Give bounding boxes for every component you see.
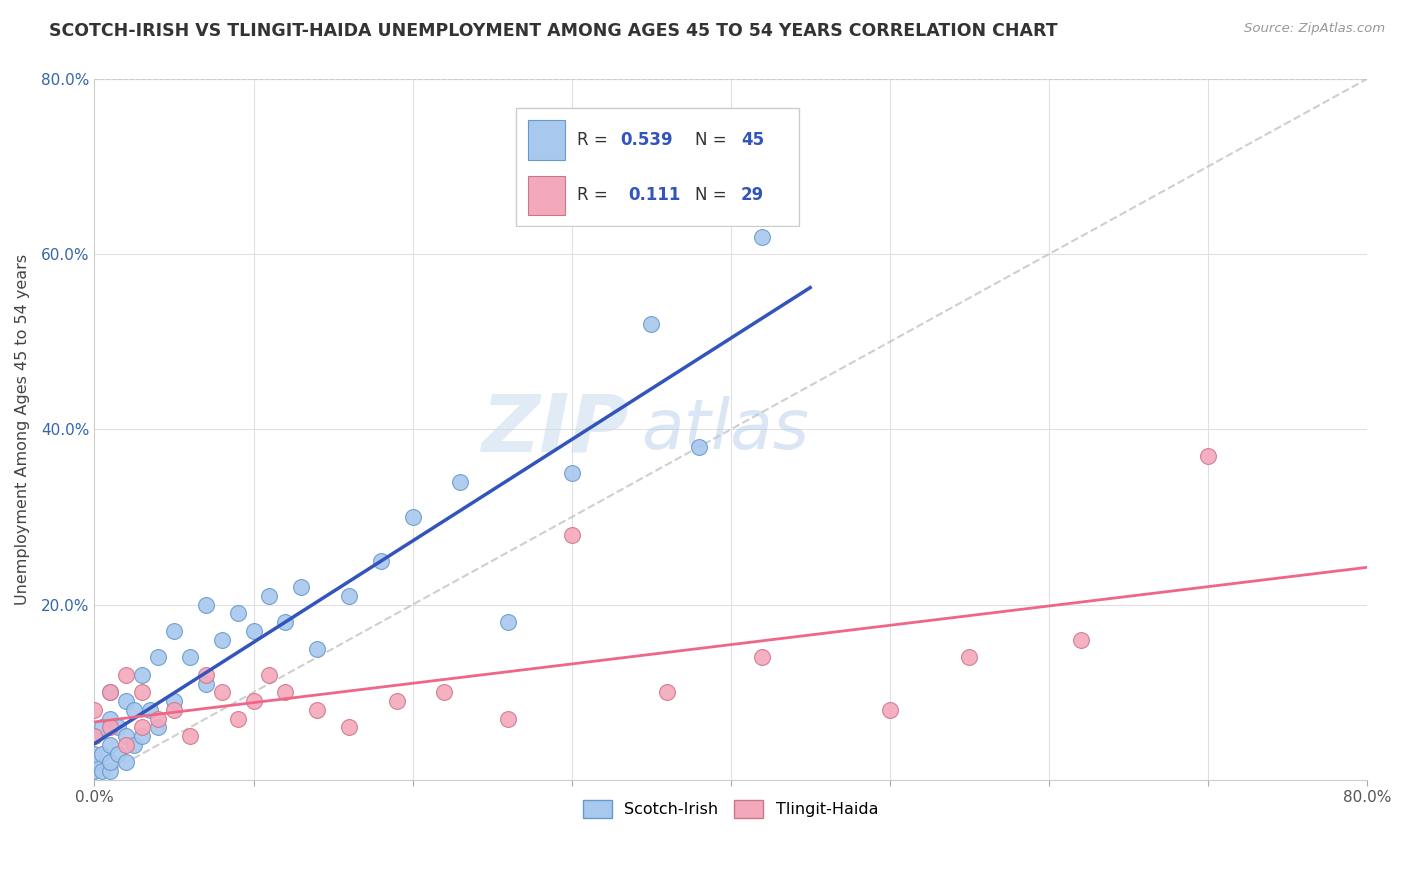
- Legend: Scotch-Irish, Tlingit-Haida: Scotch-Irish, Tlingit-Haida: [576, 793, 884, 824]
- Text: 29: 29: [741, 186, 763, 204]
- Point: [194, 668, 217, 682]
- Point: [100, 738, 122, 752]
- Point: [91, 747, 114, 761]
- Point: [83, 747, 105, 761]
- Point: [242, 624, 264, 638]
- Point: [194, 676, 217, 690]
- Point: [655, 685, 678, 699]
- Text: atlas: atlas: [641, 396, 810, 463]
- Point: [115, 738, 138, 752]
- Point: [83, 729, 105, 743]
- Point: [91, 764, 114, 779]
- Text: R =: R =: [576, 186, 617, 204]
- Point: [163, 624, 186, 638]
- Bar: [527, 120, 565, 160]
- Text: ZIP: ZIP: [481, 391, 628, 468]
- Point: [100, 712, 122, 726]
- Point: [879, 703, 901, 717]
- Point: [370, 554, 392, 568]
- Point: [131, 729, 153, 743]
- Point: [561, 467, 583, 481]
- Point: [146, 720, 169, 734]
- Text: 0.539: 0.539: [620, 130, 672, 149]
- Point: [122, 703, 145, 717]
- Point: [751, 229, 773, 244]
- Point: [100, 764, 122, 779]
- Point: [226, 712, 249, 726]
- Point: [496, 712, 519, 726]
- Text: N =: N =: [695, 186, 731, 204]
- Point: [211, 632, 233, 647]
- Point: [640, 318, 662, 332]
- Point: [83, 756, 105, 770]
- Point: [957, 650, 980, 665]
- Point: [307, 641, 329, 656]
- Text: 0.111: 0.111: [628, 186, 681, 204]
- Point: [100, 685, 122, 699]
- Point: [274, 685, 297, 699]
- Point: [100, 720, 122, 734]
- Point: [131, 668, 153, 682]
- Point: [433, 685, 456, 699]
- Point: [688, 440, 710, 454]
- Point: [107, 720, 129, 734]
- Point: [401, 510, 423, 524]
- Point: [115, 668, 138, 682]
- Point: [83, 703, 105, 717]
- Point: [139, 703, 162, 717]
- Point: [131, 685, 153, 699]
- Point: [751, 650, 773, 665]
- Point: [146, 712, 169, 726]
- Point: [91, 720, 114, 734]
- Point: [163, 703, 186, 717]
- Point: [242, 694, 264, 708]
- Point: [561, 527, 583, 541]
- Point: [194, 598, 217, 612]
- Point: [307, 703, 329, 717]
- Point: [115, 729, 138, 743]
- Point: [179, 729, 201, 743]
- Point: [107, 747, 129, 761]
- Point: [496, 615, 519, 630]
- Point: [131, 720, 153, 734]
- Point: [115, 756, 138, 770]
- Point: [100, 756, 122, 770]
- Point: [83, 764, 105, 779]
- Text: N =: N =: [695, 130, 731, 149]
- Point: [100, 685, 122, 699]
- Point: [1070, 632, 1092, 647]
- Point: [163, 694, 186, 708]
- Text: 45: 45: [741, 130, 763, 149]
- Point: [290, 580, 312, 594]
- Point: [179, 650, 201, 665]
- Y-axis label: Unemployment Among Ages 45 to 54 years: Unemployment Among Ages 45 to 54 years: [15, 254, 30, 605]
- Point: [385, 694, 408, 708]
- Point: [122, 738, 145, 752]
- FancyBboxPatch shape: [516, 108, 799, 227]
- Point: [259, 589, 281, 603]
- Text: Source: ZipAtlas.com: Source: ZipAtlas.com: [1244, 22, 1385, 36]
- Point: [274, 615, 297, 630]
- Point: [211, 685, 233, 699]
- Point: [226, 607, 249, 621]
- Bar: [527, 176, 565, 216]
- Point: [115, 694, 138, 708]
- Point: [83, 729, 105, 743]
- Text: R =: R =: [576, 130, 613, 149]
- Point: [337, 720, 360, 734]
- Text: SCOTCH-IRISH VS TLINGIT-HAIDA UNEMPLOYMENT AMONG AGES 45 TO 54 YEARS CORRELATION: SCOTCH-IRISH VS TLINGIT-HAIDA UNEMPLOYME…: [49, 22, 1057, 40]
- Point: [1197, 449, 1219, 463]
- Point: [146, 650, 169, 665]
- Point: [449, 475, 471, 489]
- Point: [259, 668, 281, 682]
- Point: [337, 589, 360, 603]
